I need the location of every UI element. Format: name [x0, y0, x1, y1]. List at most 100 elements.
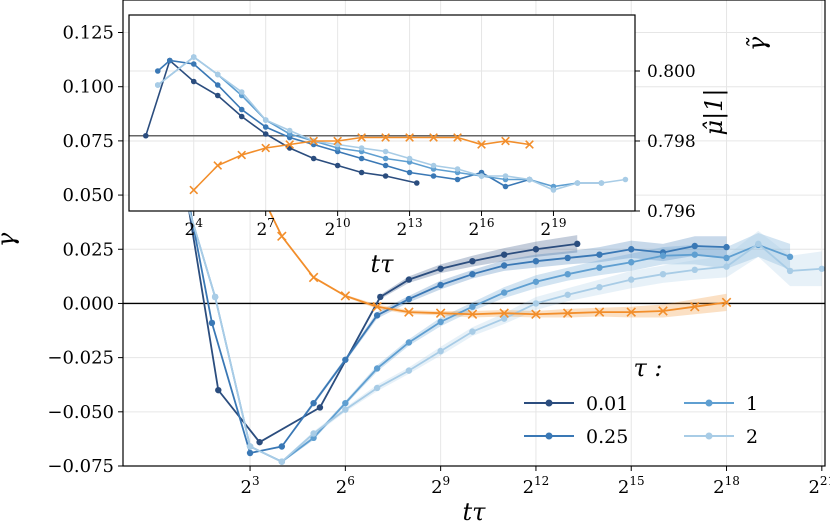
- main-y-tick-label: −0.075: [47, 456, 114, 477]
- inset-series-tau-0_25-point: [358, 155, 365, 162]
- inset-series-tau-0_01-line: [145, 59, 417, 184]
- inset-series-tau-2-point: [262, 117, 269, 123]
- inset-series-reference-point: [381, 133, 390, 142]
- inset-x-tick-label: 210: [325, 216, 351, 240]
- inset-series-tau-0_01-point: [214, 92, 221, 99]
- legend-marker: [545, 432, 553, 440]
- inset-y-tick-label: 0.796: [647, 202, 696, 222]
- inset-series-reference-point: [477, 140, 486, 149]
- inset-series-tau-2-point: [454, 166, 461, 172]
- inset-series: [142, 54, 629, 195]
- main-series-tau-0_25-point: [469, 270, 476, 278]
- main-series-tau-2-point: [500, 315, 508, 322]
- main-x-tick-label: 212: [523, 474, 550, 498]
- main-series-reference-band: [256, 184, 727, 318]
- main-series-tau-1-point: [691, 251, 698, 258]
- main-x-axis: 23 26 29 212 215 218 221: [241, 466, 830, 498]
- main-series-tau-2-point: [211, 293, 219, 301]
- main-series-tau-1-point: [596, 264, 603, 271]
- main-series-tau-1-point: [659, 252, 667, 259]
- main-series-tau-0_25-point: [208, 319, 216, 327]
- main-series-tau-1-point: [405, 339, 413, 346]
- main-series-tau-0_25-point: [723, 243, 730, 251]
- main-series-tau-0_01-band: [186, 195, 578, 443]
- inset-series-tau-0_25-point: [190, 61, 197, 67]
- main-series-tau-0_01-point: [437, 265, 444, 272]
- main-series-reference-point: [372, 301, 382, 312]
- main-series-reference-line: [255, 183, 727, 316]
- inset-series-tau-0_01-point: [142, 132, 149, 139]
- inset-series-tau-0_01-point: [358, 169, 365, 176]
- main-series-tau-1-point: [723, 254, 730, 262]
- inset-series-tau-0_01-point: [413, 180, 420, 186]
- inset-series-reference-point: [405, 133, 414, 142]
- inset-series-tau-0_25-point: [166, 57, 173, 64]
- main-y-axis: −0.075 −0.050 −0.025 0.000 0.025 0.050 0.075 0.…: [47, 23, 123, 477]
- main-y-tick-label: 0.025: [62, 239, 114, 260]
- main-series-reference-point: [499, 308, 509, 318]
- main-y-tick-label: 0.125: [62, 23, 114, 44]
- main-series-tau-0_01-point: [574, 240, 581, 248]
- main-series-tau-2-point: [342, 406, 349, 413]
- main-x-tick-label: 23: [241, 474, 260, 498]
- inset-series-tau-0_01: [142, 57, 420, 186]
- main-series-tau-0_25-point: [564, 254, 571, 262]
- inset-series-reference-point: [333, 136, 343, 146]
- main-series-tau-0_25-point: [628, 246, 635, 253]
- inset-series-tau-2-point: [478, 173, 485, 179]
- inset-series-tau-0_01-point: [238, 113, 245, 120]
- main-series-tau-2-point: [310, 430, 317, 437]
- main-series-reference-point: [308, 272, 319, 283]
- main-series-tau-0_01-point: [532, 246, 540, 253]
- main-series-tau-1-point: [500, 289, 508, 296]
- inset-series-tau-2-point: [574, 180, 581, 186]
- inset-series-reference-point: [213, 161, 223, 170]
- main-series-reference-point: [658, 306, 668, 316]
- main-series-tau-2-point: [628, 276, 635, 283]
- main-series-tau-2-point: [755, 240, 762, 248]
- inset-series-tau-2-point: [382, 148, 389, 155]
- main-series-reference-point: [531, 309, 541, 320]
- main-series-tau-2-point: [437, 347, 444, 355]
- inset-series-reference-point: [189, 185, 199, 195]
- inset-series-reference-point: [429, 133, 438, 142]
- main-series-reference-point: [721, 297, 732, 308]
- main-series-tau-1-point: [469, 303, 476, 310]
- inset-series-tau-2-point: [238, 89, 245, 95]
- inset-x-tick-label: 216: [468, 216, 494, 240]
- main-series-reference-point: [689, 301, 700, 312]
- main-series-tau-1-point: [437, 318, 444, 326]
- inset-series-tau-2-point: [598, 180, 605, 186]
- main-series-reference-point: [594, 307, 605, 317]
- inset-x-axis-label: tτ: [371, 250, 395, 278]
- main-y-tick-label: 0.000: [62, 293, 114, 314]
- main-series-tau-1-point: [342, 399, 349, 407]
- inset-panel: 24 27 210 213 216 219 0.796 0.798 0.800 tτ μ̂|1…: [128, 14, 729, 278]
- inset-series-tau-2-point: [430, 162, 437, 169]
- inset-series-tau-0_25-point: [406, 169, 413, 176]
- main-x-tick-label: 26: [336, 474, 355, 498]
- main-series-tau-2: [180, 187, 825, 465]
- main-series-tau-2-point: [373, 384, 381, 392]
- main-series-tau-1-point: [373, 365, 381, 372]
- gamma-tilde-label: γ̃: [743, 36, 771, 51]
- inset-frame: [128, 14, 636, 212]
- main-series-tau-0_25-point: [596, 251, 603, 258]
- legend: τ : 0.01 0.25 1 2: [524, 354, 758, 448]
- inset-x-tick-label: 213: [397, 216, 423, 240]
- main-series-tau-1-point: [786, 253, 794, 261]
- main-series-tau-2-point: [532, 300, 540, 307]
- main-series-reference-point: [626, 307, 637, 317]
- legend-label: 2: [746, 426, 758, 448]
- inset-series-reference-point: [357, 133, 366, 142]
- inset-series-reference-point: [309, 136, 319, 146]
- inset-series-tau-0_25-point: [454, 176, 461, 183]
- inset-series-reference-point: [501, 136, 510, 146]
- inset-x-axis: 24 27 210 213 216 219: [185, 211, 567, 240]
- inset-series-reference-point: [453, 133, 462, 142]
- inset-y-axis-label: μ̂|1|: [700, 88, 729, 135]
- inset-series-reference-point: [237, 150, 247, 160]
- inset-series-tau-2-point: [214, 71, 221, 78]
- inset-x-tick-label: 27: [256, 216, 274, 240]
